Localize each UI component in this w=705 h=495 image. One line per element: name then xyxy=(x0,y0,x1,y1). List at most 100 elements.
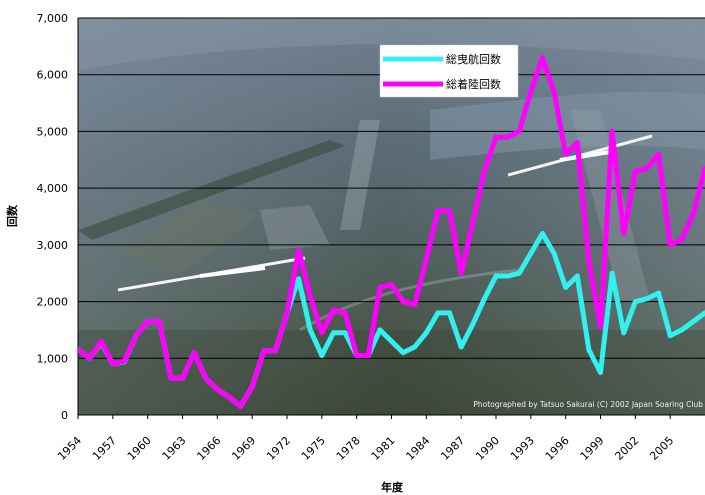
series-1-point-1996 xyxy=(563,151,569,157)
series-0-point-2002 xyxy=(632,299,638,305)
y-tick-label-1: 1,000 xyxy=(37,352,69,365)
series-1-point-1969 xyxy=(249,384,255,390)
series-1-point-1994 xyxy=(539,55,545,61)
x-tick-label-15: 1999 xyxy=(578,434,607,463)
series-1-point-1970 xyxy=(261,348,267,354)
photo-credit: Photographed by Tatsuo Sakurai (C) 2002 … xyxy=(473,400,703,409)
series-0-point-2005 xyxy=(667,333,673,339)
series-0-point-1998 xyxy=(586,347,592,353)
series-1-point-1988 xyxy=(470,219,476,225)
series-0-point-1983 xyxy=(412,344,418,350)
legend-label-tow: 総曳航回数 xyxy=(446,52,501,66)
y-tick-label-4: 4,000 xyxy=(37,182,69,195)
x-axis-title: 年度 xyxy=(381,480,404,494)
series-1-point-2008 xyxy=(702,165,705,171)
series-1-point-1981 xyxy=(389,282,394,288)
series-1-point-1955 xyxy=(87,355,93,361)
series-1-point-1964 xyxy=(191,350,197,356)
series-0-point-1982 xyxy=(400,350,406,356)
series-1-point-1992 xyxy=(516,128,522,134)
legend-box xyxy=(379,44,519,98)
series-0-point-1981 xyxy=(389,338,394,344)
series-1-point-2004 xyxy=(656,151,662,157)
series-0-point-1989 xyxy=(481,296,487,302)
series-1-point-1977 xyxy=(342,310,348,316)
series-0-point-2000 xyxy=(609,270,615,276)
series-0-point-1986 xyxy=(447,310,453,316)
series-1-point-1972 xyxy=(284,310,290,316)
series-0-point-1990 xyxy=(493,273,499,279)
series-0-point-1985 xyxy=(435,310,441,316)
x-tick-label-7: 1975 xyxy=(299,434,328,463)
x-tick-label-4: 1966 xyxy=(194,434,223,463)
legend-label-landing: 総着陸回数 xyxy=(446,77,501,91)
glider-left-icon xyxy=(117,256,306,292)
series-0-point-1991 xyxy=(505,273,511,279)
x-tick-label-1: 1957 xyxy=(90,434,119,463)
series-1-point-1993 xyxy=(528,89,534,95)
series-1-point-2003 xyxy=(644,165,650,171)
series-0-point-1976 xyxy=(330,330,336,336)
x-tick-label-0: 1954 xyxy=(55,434,84,463)
series-1-point-2007 xyxy=(690,211,696,217)
series-1-point-1957 xyxy=(110,361,116,367)
series-1-point-1986 xyxy=(447,208,453,214)
series-0-point-1975 xyxy=(319,352,325,358)
series-1-point-2006 xyxy=(679,236,685,242)
series-0-point-1996 xyxy=(563,284,569,290)
x-tick-label-8: 1978 xyxy=(334,434,363,463)
series-0-point-1988 xyxy=(470,321,476,327)
series-1-point-1967 xyxy=(226,394,232,400)
series-1-point-1962 xyxy=(168,375,174,381)
x-tick-label-17: 2005 xyxy=(647,434,676,463)
series-layer xyxy=(78,55,705,409)
series-0-point-1999 xyxy=(598,369,603,375)
series-1-point-1998 xyxy=(586,259,592,265)
series-0-point-2003 xyxy=(644,296,650,302)
series-1-point-1978 xyxy=(354,352,360,358)
series-0-point-1995 xyxy=(551,250,557,256)
x-tick-label-10: 1984 xyxy=(403,434,432,463)
series-0-point-2001 xyxy=(621,330,627,336)
series-1-point-1961 xyxy=(156,318,162,324)
series-0-point-1992 xyxy=(516,270,522,276)
x-tick-label-6: 1972 xyxy=(264,434,293,463)
series-1-point-1982 xyxy=(400,299,406,305)
y-tick-label-7: 7,000 xyxy=(37,12,69,25)
series-1-point-1974 xyxy=(307,293,313,299)
series-1-point-1979 xyxy=(365,352,371,358)
y-axis-title: 回数 xyxy=(5,204,19,227)
series-1-point-1971 xyxy=(272,348,278,354)
x-tick-label-9: 1981 xyxy=(369,434,398,463)
series-1-point-1980 xyxy=(377,284,383,290)
x-tick-label-13: 1993 xyxy=(508,434,537,463)
series-1-point-1989 xyxy=(481,168,487,174)
y-tick-label-0: 0 xyxy=(61,409,68,422)
series-1-point-1976 xyxy=(330,307,336,313)
series-1-point-1995 xyxy=(551,89,557,95)
series-1-point-1990 xyxy=(493,134,499,140)
series-0-point-1987 xyxy=(458,344,464,350)
series-1-point-1960 xyxy=(145,318,151,324)
y-tick-label-5: 5,000 xyxy=(37,125,69,138)
series-0-point-2004 xyxy=(656,290,662,296)
series-1-point-1999 xyxy=(598,324,603,330)
series-1-point-1958 xyxy=(121,358,127,364)
series-1-point-1959 xyxy=(133,333,139,339)
series-0-point-2007 xyxy=(690,318,696,324)
series-0-point-1994 xyxy=(539,231,545,237)
series-0-point-2008 xyxy=(702,310,705,316)
series-0-point-1974 xyxy=(307,327,313,333)
series-1-point-1984 xyxy=(423,256,429,262)
y-tick-label-2: 2,000 xyxy=(37,296,69,309)
series-1-point-1968 xyxy=(238,403,244,409)
x-tick-label-2: 1960 xyxy=(125,434,154,463)
series-0-point-1993 xyxy=(528,250,534,256)
series-0-point-1984 xyxy=(423,330,429,336)
series-1-point-1983 xyxy=(412,301,418,307)
series-0-point-1973 xyxy=(296,276,302,282)
y-tick-labels: 0 1,000 2,000 3,000 4,000 5,000 6,000 7,000 xyxy=(37,12,69,422)
series-0-point-1980 xyxy=(377,327,383,333)
x-tick-label-11: 1987 xyxy=(438,434,467,463)
